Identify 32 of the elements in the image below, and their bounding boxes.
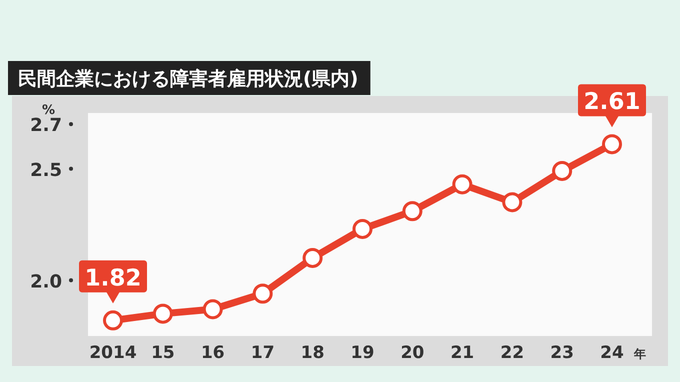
x-tick-label: 16 — [200, 343, 225, 363]
x-tick-label: 19 — [350, 343, 374, 363]
point — [152, 304, 173, 324]
x-tick-label: 23 — [550, 343, 574, 363]
x-tick-label: 17 — [250, 343, 275, 363]
x-axis-title: 年 — [633, 347, 646, 361]
point — [602, 134, 622, 154]
point — [502, 192, 522, 212]
x-tick-label: 22 — [500, 343, 524, 363]
callout: 2.61 — [578, 84, 646, 128]
point — [352, 218, 372, 239]
point — [552, 160, 572, 181]
x-tick-label: 21 — [450, 343, 474, 363]
chart-title: 民間企業における障害者雇用状況(県内) — [18, 68, 358, 90]
callout: 1.82 — [79, 260, 147, 304]
data-label: 1.82 — [84, 265, 142, 292]
y-tick-label: 2.5 — [30, 160, 62, 181]
x-tick-label: 24 — [600, 343, 624, 363]
point — [103, 310, 123, 330]
x-tick-label: 2014 — [89, 343, 137, 363]
y-tick-label: 2.7 — [30, 115, 62, 136]
y-tick-label: 2.0 — [30, 271, 62, 292]
x-tick-label: 20 — [400, 343, 424, 363]
point — [452, 174, 472, 194]
x-tick-label: 15 — [151, 343, 175, 363]
point — [402, 201, 422, 222]
point — [252, 284, 273, 304]
data-label: 2.61 — [584, 89, 640, 116]
point — [302, 248, 323, 268]
y-axis-title: % — [42, 103, 56, 118]
point — [202, 299, 223, 320]
x-tick-label: 18 — [300, 343, 324, 363]
